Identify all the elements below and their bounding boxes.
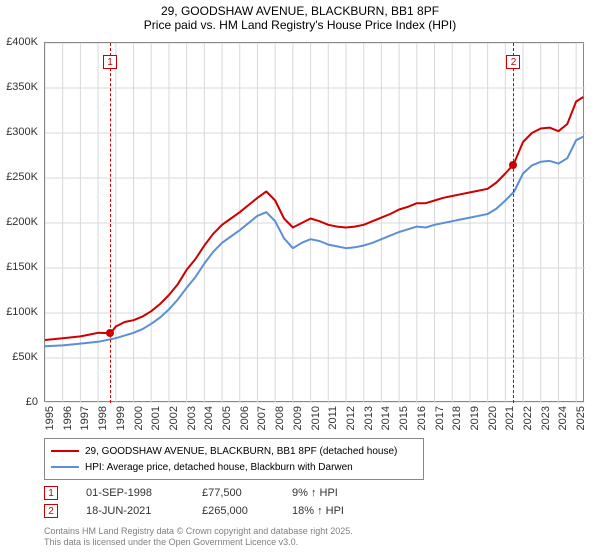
chart-marker-chip: 2 xyxy=(506,55,520,69)
chart-area: 12 £0£50K£100K£150K£200K£250K£300K£350K£… xyxy=(44,42,584,402)
x-tick-label: 2009 xyxy=(292,406,304,430)
legend-swatch-price-paid xyxy=(51,450,79,452)
x-tick-label: 2008 xyxy=(274,406,286,430)
x-tick-label: 1996 xyxy=(62,406,74,430)
x-tick-label: 2012 xyxy=(345,406,357,430)
sale-marker-date-2: 18-JUN-2021 xyxy=(86,505,182,517)
legend-box: 29, GOODSHAW AVENUE, BLACKBURN, BB1 8PF … xyxy=(44,438,424,480)
sale-marker-list: 1 01-SEP-1998 £77,500 9% ↑ HPI 2 18-JUN-… xyxy=(44,484,372,520)
sale-marker-price-1: £77,500 xyxy=(202,487,272,499)
legend-row-2: HPI: Average price, detached house, Blac… xyxy=(51,459,417,475)
series-price_paid xyxy=(45,97,583,340)
sale-marker-date-1: 01-SEP-1998 xyxy=(86,487,182,499)
y-tick-label: £50K xyxy=(0,351,38,363)
x-tick-label: 2020 xyxy=(487,406,499,430)
sale-marker-price-2: £265,000 xyxy=(202,505,272,517)
x-tick-label: 2002 xyxy=(168,406,180,430)
chart-marker-chip: 1 xyxy=(103,55,117,69)
x-tick-label: 1995 xyxy=(44,406,56,430)
credit-line2: This data is licensed under the Open Gov… xyxy=(44,537,353,548)
legend-text-price-paid: 29, GOODSHAW AVENUE, BLACKBURN, BB1 8PF … xyxy=(85,446,397,457)
x-tick-label: 2013 xyxy=(363,406,375,430)
y-tick-label: £150K xyxy=(0,261,38,273)
x-tick-label: 2004 xyxy=(203,406,215,430)
x-tick-label: 2019 xyxy=(469,406,481,430)
sale-marker-box-1: 1 xyxy=(44,486,58,500)
x-tick-label: 2015 xyxy=(398,406,410,430)
sale-marker-id-1: 1 xyxy=(48,488,54,499)
sale-vline xyxy=(110,43,111,403)
x-tick-label: 2001 xyxy=(150,406,162,430)
y-tick-label: £400K xyxy=(0,36,38,48)
sale-marker-id-2: 2 xyxy=(48,506,54,517)
x-tick-label: 2024 xyxy=(557,406,569,430)
x-tick-label: 1997 xyxy=(79,406,91,430)
y-tick-label: £300K xyxy=(0,126,38,138)
title-address: 29, GOODSHAW AVENUE, BLACKBURN, BB1 8PF xyxy=(0,4,600,18)
x-tick-label: 1999 xyxy=(115,406,127,430)
credit-line1: Contains HM Land Registry data © Crown c… xyxy=(44,526,353,537)
sale-marker-row: 2 18-JUN-2021 £265,000 18% ↑ HPI xyxy=(44,502,372,520)
y-tick-label: £350K xyxy=(0,81,38,93)
series-svg xyxy=(45,43,585,403)
x-tick-label: 2018 xyxy=(451,406,463,430)
credit-block: Contains HM Land Registry data © Crown c… xyxy=(44,526,353,549)
x-tick-label: 2003 xyxy=(186,406,198,430)
x-tick-label: 2007 xyxy=(256,406,268,430)
legend-swatch-hpi xyxy=(51,466,79,468)
x-tick-label: 2000 xyxy=(133,406,145,430)
x-tick-label: 2021 xyxy=(504,406,516,430)
legend-row-1: 29, GOODSHAW AVENUE, BLACKBURN, BB1 8PF … xyxy=(51,443,417,459)
legend-text-hpi: HPI: Average price, detached house, Blac… xyxy=(85,462,353,473)
x-tick-label: 2006 xyxy=(239,406,251,430)
x-tick-label: 2011 xyxy=(327,406,339,430)
x-tick-label: 2005 xyxy=(221,406,233,430)
y-tick-label: £0 xyxy=(0,396,38,408)
y-tick-label: £200K xyxy=(0,216,38,228)
chart-marker-dot xyxy=(106,329,114,337)
price-chart-card: 29, GOODSHAW AVENUE, BLACKBURN, BB1 8PF … xyxy=(0,0,600,560)
x-tick-label: 2010 xyxy=(310,406,322,430)
x-tick-label: 2022 xyxy=(522,406,534,430)
sale-vline xyxy=(513,43,514,403)
title-block: 29, GOODSHAW AVENUE, BLACKBURN, BB1 8PF … xyxy=(0,0,600,34)
y-tick-label: £100K xyxy=(0,306,38,318)
sale-marker-pct-2: 18% ↑ HPI xyxy=(292,505,372,517)
title-subtitle: Price paid vs. HM Land Registry's House … xyxy=(0,18,600,32)
x-tick-label: 2017 xyxy=(434,406,446,430)
plot-region: 12 xyxy=(44,42,584,402)
y-tick-label: £250K xyxy=(0,171,38,183)
sale-marker-box-2: 2 xyxy=(44,504,58,518)
sale-marker-pct-1: 9% ↑ HPI xyxy=(292,487,372,499)
x-tick-label: 2023 xyxy=(540,406,552,430)
sale-marker-row: 1 01-SEP-1998 £77,500 9% ↑ HPI xyxy=(44,484,372,502)
x-tick-label: 1998 xyxy=(97,406,109,430)
series-hpi xyxy=(45,137,583,347)
chart-marker-dot xyxy=(509,161,517,169)
x-tick-label: 2014 xyxy=(380,406,392,430)
x-tick-label: 2016 xyxy=(416,406,428,430)
x-tick-label: 2025 xyxy=(575,406,587,430)
